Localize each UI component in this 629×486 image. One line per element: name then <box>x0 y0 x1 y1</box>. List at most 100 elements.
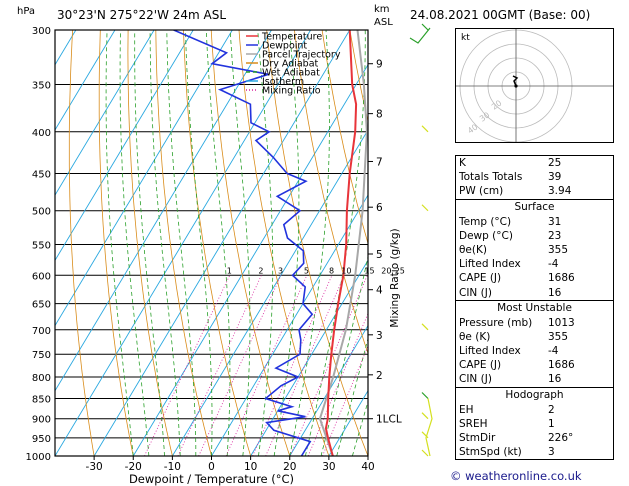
hodograph-ring-label: 40 <box>466 122 480 135</box>
wet-adiabat-line <box>149 30 181 456</box>
wet-adiabat-line <box>119 30 150 456</box>
legend-label: Dry Adiabat <box>262 59 319 70</box>
pressure-tick-label: 800 <box>32 373 51 384</box>
km-tick-label: 1LCL <box>376 414 402 426</box>
wind-barb-top <box>409 27 431 44</box>
mixing-ratio-line <box>289 275 368 456</box>
mixing-ratio-label: 20 <box>381 266 391 275</box>
mu-label: Pressure (mb) <box>459 316 533 329</box>
isotherm-line <box>55 30 116 131</box>
surface-label: Temp (°C) <box>459 215 512 228</box>
hodograph-unit-label: kt <box>461 33 470 43</box>
wet-adiabat-line <box>351 399 368 456</box>
hodograph-ring-label: 30 <box>478 110 492 123</box>
km-tick-label: 6 <box>376 202 383 214</box>
hodograph-storm-marker <box>514 84 518 88</box>
index-label: K <box>459 157 466 169</box>
isotherm-line <box>250 259 368 456</box>
hodo-label: StmDir <box>459 432 496 444</box>
pressure-tick-label: 900 <box>32 415 51 426</box>
legend-label: Parcel Trajectory <box>262 50 341 61</box>
hodo-label: SREH <box>459 417 488 430</box>
isotherm-line <box>55 30 311 456</box>
pressure-tick-label: 950 <box>32 434 51 445</box>
legend-label: Isotherm <box>262 77 304 88</box>
location-label: 30°23'N 275°22'W 24m ASL <box>57 8 227 22</box>
hodo-value: 226° <box>548 432 574 444</box>
mu-value: 1013 <box>548 316 575 329</box>
surface-value: -4 <box>548 258 559 271</box>
surface-label: CAPE (J) <box>459 272 502 285</box>
surface-title: Surface <box>514 200 555 213</box>
dry-adiabat-line <box>210 30 291 456</box>
index-label: PW (cm) <box>459 185 504 198</box>
dry-adiabat-line <box>183 30 251 456</box>
dry-adiabat-line <box>127 30 173 456</box>
wet-adiabat-line <box>229 30 251 456</box>
mixing-ratio-line <box>198 275 282 456</box>
hodo-label: EH <box>459 403 474 416</box>
wet-adiabat-line <box>289 30 330 456</box>
mu-value: 1686 <box>548 359 575 372</box>
pressure-tick-label: 600 <box>32 271 51 282</box>
pressure-tick-label: 450 <box>32 169 51 180</box>
mu-value: 355 <box>548 330 569 343</box>
km-tick-label: 5 <box>376 249 383 261</box>
surface-value: 16 <box>548 286 562 299</box>
surface-value: 23 <box>548 229 562 242</box>
legend-label: Mixing Ratio <box>262 86 321 97</box>
isotherm-line <box>211 194 368 456</box>
wet-adiabat-line <box>320 254 368 456</box>
dry-adiabat-line <box>238 30 330 456</box>
surface-value: 1686 <box>548 272 575 285</box>
datetime-label: 24.08.2021 00GMT (Base: 00) <box>410 8 591 22</box>
index-value: 39 <box>548 171 562 184</box>
pressure-tick-label: 550 <box>32 240 51 251</box>
temperature-line <box>324 30 358 456</box>
wind-barb <box>421 412 429 420</box>
wind-barb <box>421 23 429 31</box>
mu-value: -4 <box>548 345 559 358</box>
surface-row: Temp (°C) 31 <box>456 215 613 229</box>
x-axis-title: Dewpoint / Temperature (°C) <box>129 472 294 486</box>
wet-adiabat-line <box>257 30 274 456</box>
pressure-tick-label: 1000 <box>26 452 51 463</box>
x-tick-label: -20 <box>125 461 142 473</box>
index-value: 25 <box>548 157 562 169</box>
isotherm-line <box>171 129 368 456</box>
most-unstable-title: Most Unstable <box>497 301 572 314</box>
km-tick-label: 4 <box>376 285 383 297</box>
pressure-tick-label: 850 <box>32 394 51 405</box>
index-row: PW (cm) 3.94 <box>456 184 613 198</box>
pressure-tick-label: 500 <box>32 207 51 218</box>
dry-adiabat-line <box>294 30 368 355</box>
pressure-tick-label: 350 <box>32 81 51 92</box>
wet-adiabat-line <box>185 30 213 456</box>
hodo-row: StmSpd (kt) 3 <box>456 445 613 459</box>
hodograph-panel: kt 20 30 40 <box>455 28 614 143</box>
km-unit-label: km <box>374 4 390 15</box>
pressure-tick-label: 750 <box>32 350 51 361</box>
hodograph-table-title: Hodograph <box>505 388 564 401</box>
pressure-tick-label: 700 <box>32 326 51 337</box>
x-tick-label: 30 <box>322 461 335 473</box>
parcel-trajectory-line <box>318 30 368 456</box>
wind-barb <box>421 323 429 331</box>
km-asl-label: ASL <box>374 17 393 28</box>
mixing-ratio-label: 15 <box>364 266 374 275</box>
wet-adiabat-line <box>105 30 134 456</box>
surface-value: 355 <box>548 243 569 256</box>
dry-adiabat-line <box>68 30 95 456</box>
y-axis-title: Mixing Ratio (g/kg) <box>389 228 401 327</box>
x-tick-label: -30 <box>86 461 103 473</box>
pressure-tick-label: 650 <box>32 300 51 311</box>
wet-adiabat-line <box>166 30 197 456</box>
hodo-value: 1 <box>548 417 555 430</box>
surface-row: θe(K) 355 <box>456 243 613 257</box>
x-tick-label: 20 <box>283 461 296 473</box>
hodo-row: SREH 1 <box>456 417 613 431</box>
hodo-row: EH 2 <box>456 403 613 417</box>
isotherm-line <box>93 30 351 456</box>
mixing-ratio-line <box>265 275 345 456</box>
